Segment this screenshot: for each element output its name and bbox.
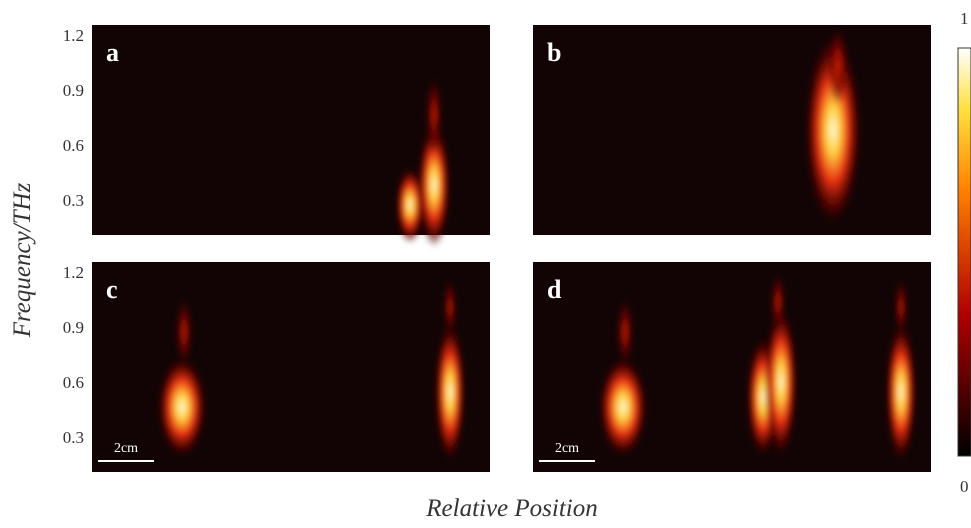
hot-spot — [176, 297, 192, 367]
panel-label: b — [547, 38, 561, 67]
hot-spot — [765, 307, 797, 457]
hot-spot — [828, 25, 848, 105]
y-axis-label: Frequency/THz — [9, 182, 36, 338]
panel-background — [533, 262, 931, 472]
hot-spot — [617, 297, 633, 367]
hot-spot — [771, 272, 785, 332]
y-tick-label: 0.9 — [63, 81, 84, 100]
y-tick-label: 0.9 — [63, 318, 84, 337]
hot-spot — [435, 322, 465, 462]
y-tick-label: 0.3 — [63, 191, 84, 210]
x-axis-label: Relative Position — [425, 495, 597, 522]
panel-label: a — [106, 38, 119, 67]
colorbar-min: 0 — [960, 477, 969, 496]
hot-spot — [444, 277, 456, 337]
panel-label: d — [547, 275, 562, 304]
hot-spot — [886, 322, 916, 462]
heatmap — [396, 75, 450, 247]
colorbar-max: 1 — [960, 9, 969, 28]
heatmap — [805, 25, 861, 225]
hot-spot — [895, 277, 907, 337]
hot-spot — [599, 357, 647, 457]
y-tick-label: 1.2 — [63, 26, 84, 45]
scale-bar-label: 2cm — [114, 441, 138, 456]
hot-spot — [396, 167, 424, 243]
y-tick-label: 0.6 — [63, 373, 84, 392]
y-tick-label: 0.3 — [63, 428, 84, 447]
colorbar — [957, 47, 971, 457]
heatmap — [158, 277, 465, 462]
heatmap — [599, 272, 916, 462]
panel-background — [533, 25, 931, 235]
y-tick-label: 1.2 — [63, 263, 84, 282]
panel-background — [92, 262, 490, 472]
scale-bar-label: 2cm — [555, 441, 579, 456]
panel-label: c — [106, 275, 118, 304]
y-tick-label: 0.6 — [63, 136, 84, 155]
hot-spot — [426, 75, 442, 155]
hot-spot — [158, 357, 206, 457]
hot-spot — [418, 123, 450, 247]
hot-spot — [805, 35, 861, 225]
